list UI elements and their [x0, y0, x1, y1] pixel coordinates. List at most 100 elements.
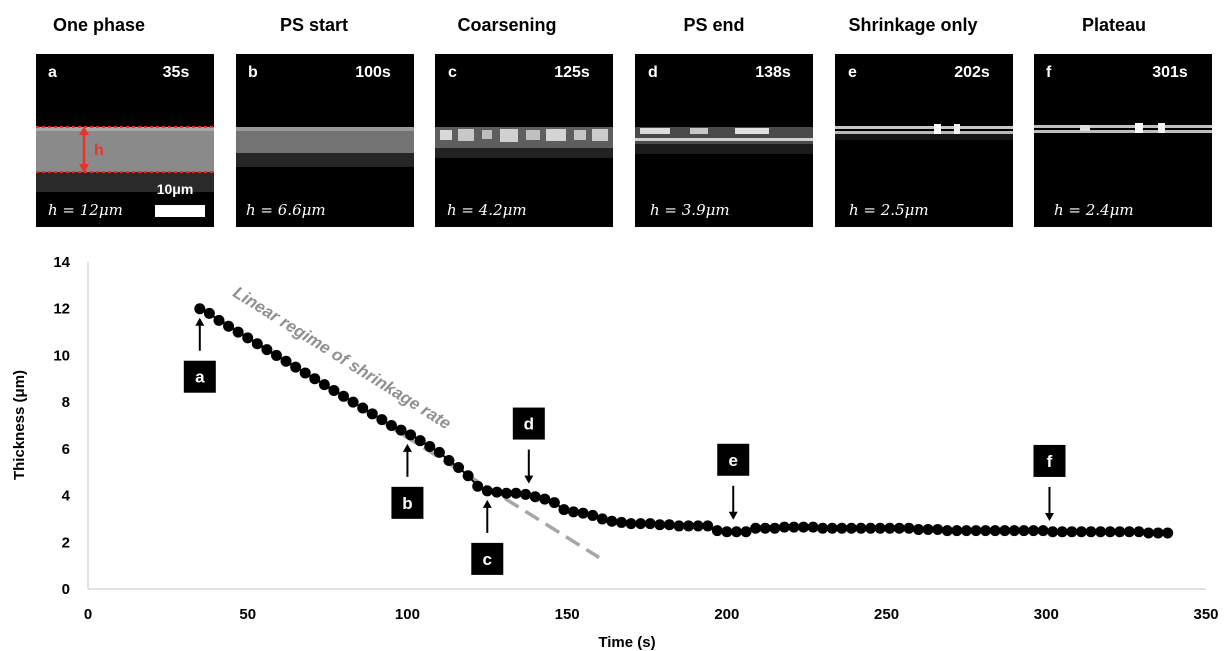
data-point — [1056, 526, 1068, 538]
data-point — [529, 491, 541, 503]
height-marker: h — [94, 142, 104, 159]
data-point — [654, 519, 666, 531]
marker-box — [183, 360, 216, 393]
marker-label: d — [524, 415, 534, 434]
panel-title: One phase — [53, 15, 145, 35]
data-point — [443, 455, 455, 467]
x-tick-label: 250 — [874, 606, 899, 623]
panel-thickness: h = 4.2μm — [447, 201, 527, 219]
data-point — [798, 521, 810, 533]
data-point — [223, 320, 235, 332]
data-point — [587, 509, 599, 521]
y-tick-label: 2 — [62, 534, 70, 551]
data-point — [759, 522, 771, 534]
data-point — [232, 326, 244, 338]
marker-arrowhead — [195, 317, 205, 326]
panel-title: Plateau — [1082, 15, 1146, 35]
data-point — [213, 314, 225, 326]
data-point — [424, 441, 436, 453]
data-point — [615, 516, 627, 528]
panel-letter: d — [648, 64, 658, 81]
data-point — [788, 521, 800, 533]
data-point — [1028, 525, 1040, 537]
y-tick-label: 8 — [62, 394, 70, 411]
data-point — [558, 504, 570, 516]
data-point — [414, 435, 426, 447]
film-band — [1034, 125, 1212, 128]
data-point — [980, 525, 992, 537]
x-tick-label: 150 — [555, 606, 580, 623]
panel-thickness: h = 3.9μm — [650, 201, 730, 219]
data-point — [251, 338, 263, 350]
panel-thickness: h = 12μm — [48, 201, 123, 219]
data-point — [1085, 526, 1097, 538]
data-line — [199, 307, 1168, 534]
data-point — [472, 480, 484, 492]
data-point — [711, 525, 723, 537]
data-point — [702, 520, 714, 532]
data-point — [520, 488, 532, 500]
data-point — [845, 522, 857, 534]
panel-time: 35s — [163, 64, 190, 81]
data-point — [1066, 526, 1078, 538]
data-point — [1143, 527, 1155, 539]
panel-thickness: h = 2.5μm — [849, 201, 929, 219]
x-tick-label: 0 — [84, 606, 92, 623]
panel-letter: c — [448, 64, 457, 81]
data-point — [568, 506, 580, 518]
marker-arrowhead — [524, 475, 534, 484]
data-point — [692, 520, 704, 532]
panel-title: PS start — [280, 15, 348, 35]
x-tick-label: 200 — [714, 606, 739, 623]
data-point — [433, 446, 445, 458]
data-point — [491, 486, 503, 498]
marker-box — [1033, 444, 1066, 477]
x-tick-labels: 0 50 100 150 200 250 300 350 — [84, 606, 1219, 623]
data-point — [826, 522, 838, 534]
panel-thickness: h = 2.4μm — [1054, 201, 1134, 219]
data-point — [855, 522, 867, 534]
data-point — [903, 522, 915, 534]
data-point — [999, 525, 1011, 537]
marker-arrowhead — [728, 511, 738, 520]
panel-letter: a — [48, 64, 57, 81]
data-point — [951, 525, 963, 537]
data-point — [893, 522, 905, 534]
panel-time: 202s — [954, 64, 990, 81]
marker-f: f — [1033, 444, 1066, 521]
marker-box — [717, 443, 750, 476]
marker-arrowhead — [1044, 512, 1054, 521]
y-tick-label: 10 — [53, 347, 70, 364]
marker-arrowhead — [482, 499, 492, 508]
marker-box — [471, 542, 504, 575]
panel-d: PS end d 138s h = 3.9μm — [635, 15, 813, 227]
marker-label: c — [483, 550, 492, 569]
data-point — [453, 462, 465, 474]
data-point — [730, 526, 742, 538]
data-point — [740, 526, 752, 538]
thickness-chart: 0 2 4 6 8 10 12 14 0 50 100 150 200 250 300 350 Linear… — [11, 254, 1219, 651]
panel-time: 301s — [1152, 64, 1188, 81]
marker-label: f — [1047, 452, 1053, 471]
data-point — [1047, 526, 1059, 538]
x-tick-label: 350 — [1193, 606, 1218, 623]
data-point — [970, 525, 982, 537]
marker-box — [512, 407, 545, 440]
panel-c: Coarsening c 125s h = 4.2μm — [435, 15, 613, 227]
data-point — [481, 485, 493, 497]
x-tick-label: 100 — [395, 606, 420, 623]
data-point — [941, 525, 953, 537]
panel-e: Shrinkage only e 202s h = 2.5μm — [835, 15, 1013, 227]
data-point — [385, 420, 397, 431]
data-point — [874, 522, 886, 534]
panel-time: 138s — [755, 64, 791, 81]
marker-e: e — [717, 443, 750, 520]
data-point — [548, 497, 560, 509]
marker-label: a — [195, 368, 205, 387]
panel-b: PS start b 100s h = 6.6μm — [236, 15, 414, 227]
data-point — [500, 487, 512, 499]
marker-a: a — [183, 317, 216, 393]
data-point — [750, 522, 762, 534]
film-band — [36, 127, 214, 172]
